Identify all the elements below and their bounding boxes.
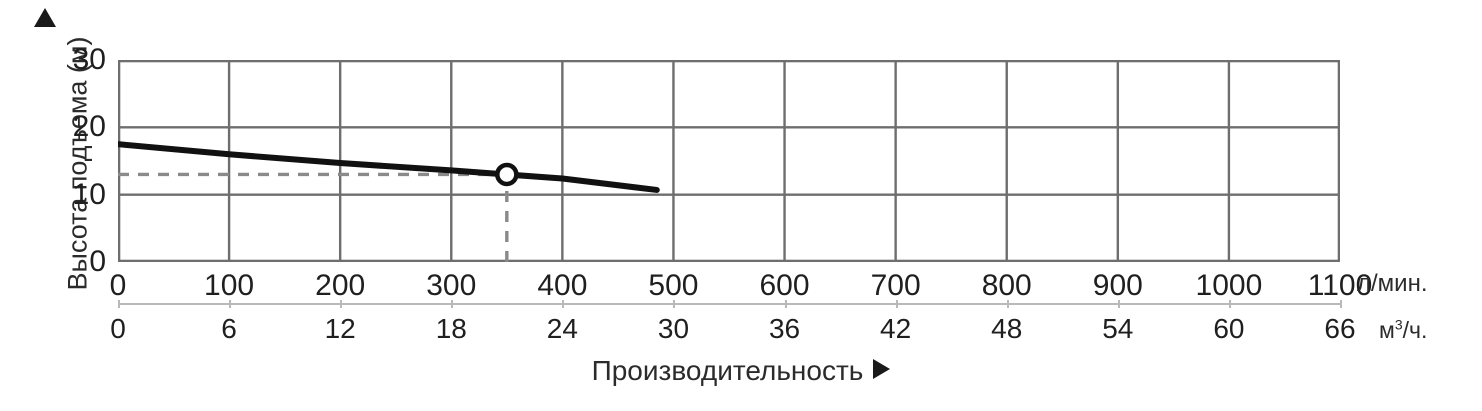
x-tick-mark-secondary xyxy=(118,300,120,308)
y-tick-label: 10 xyxy=(72,178,106,211)
x-tick-mark-secondary xyxy=(1117,300,1120,308)
x-axis-secondary-rule xyxy=(118,303,1340,305)
x-tick-label-primary: 100 xyxy=(204,269,255,302)
y-axis-arrow-icon xyxy=(34,8,56,27)
x-tick-label-secondary: 30 xyxy=(657,313,690,344)
x-tick-label-primary: 500 xyxy=(648,269,699,302)
plot-area xyxy=(118,60,1340,262)
x-tick-label-secondary: 66 xyxy=(1324,313,1356,344)
x-tick-mark-secondary xyxy=(673,300,676,308)
duty-point-marker[interactable] xyxy=(495,162,519,187)
x-tick-label-primary: 400 xyxy=(537,269,588,302)
x-tick-mark-secondary xyxy=(1228,300,1231,308)
x-tick-label-primary: 200 xyxy=(315,269,366,302)
x-tick-mark-secondary xyxy=(340,300,343,308)
x-tick-label-primary: 300 xyxy=(426,269,477,302)
x-axis-title-text: Производительность xyxy=(591,355,864,386)
x-tick-mark-secondary xyxy=(1006,300,1009,308)
x-tick-label-primary: 900 xyxy=(1092,269,1143,302)
y-axis-tick-labels: 30 20 10 0 xyxy=(46,0,106,411)
x-tick-label-secondary: 36 xyxy=(768,313,801,344)
x-tick-label-primary: 700 xyxy=(870,269,921,302)
y-tick-label: 20 xyxy=(72,110,106,143)
series-line xyxy=(118,141,660,193)
x-axis-arrow-icon xyxy=(873,359,891,379)
x-tick-label-primary: 1000 xyxy=(1195,269,1263,302)
x-tick-mark-secondary xyxy=(562,300,565,308)
x-tick-label-secondary: 6 xyxy=(221,313,237,344)
x-tick-label-primary: 800 xyxy=(981,269,1032,302)
x-tick-label-secondary: 0 xyxy=(110,313,126,344)
x-tick-label-primary: 0 xyxy=(109,269,127,302)
x-tick-mark-secondary xyxy=(1340,300,1342,308)
x-tick-mark-secondary xyxy=(229,300,232,308)
y-tick-label: 30 xyxy=(72,43,106,76)
x-tick-label-secondary: 54 xyxy=(1102,313,1134,344)
x-tick-label-secondary: 48 xyxy=(991,313,1023,344)
y-tick-label: 0 xyxy=(89,245,106,278)
x-tick-label-secondary: 24 xyxy=(546,313,578,344)
x-tick-label-primary: 600 xyxy=(759,269,810,302)
x-tick-label-secondary: 18 xyxy=(435,313,467,344)
x-tick-label-primary: 1100 xyxy=(1307,269,1373,302)
x-tick-mark-secondary xyxy=(451,300,454,308)
x-tick-label-secondary: 42 xyxy=(880,313,912,344)
plot-svg xyxy=(118,60,1340,262)
x-axis-title: Производительность xyxy=(0,355,1482,387)
x-axis-secondary-unit: м3/ч. xyxy=(1379,317,1427,342)
x-tick-mark-secondary xyxy=(895,300,898,308)
x-axis-primary-unit: л/мин. xyxy=(1357,270,1428,297)
x-tick-label-secondary: 12 xyxy=(324,313,356,344)
x-tick-label-secondary: 60 xyxy=(1213,313,1245,344)
plot-frame xyxy=(118,60,1340,262)
x-tick-mark-secondary xyxy=(784,300,787,308)
x-axis-secondary-unit-text: м3/ч. xyxy=(1379,316,1428,343)
